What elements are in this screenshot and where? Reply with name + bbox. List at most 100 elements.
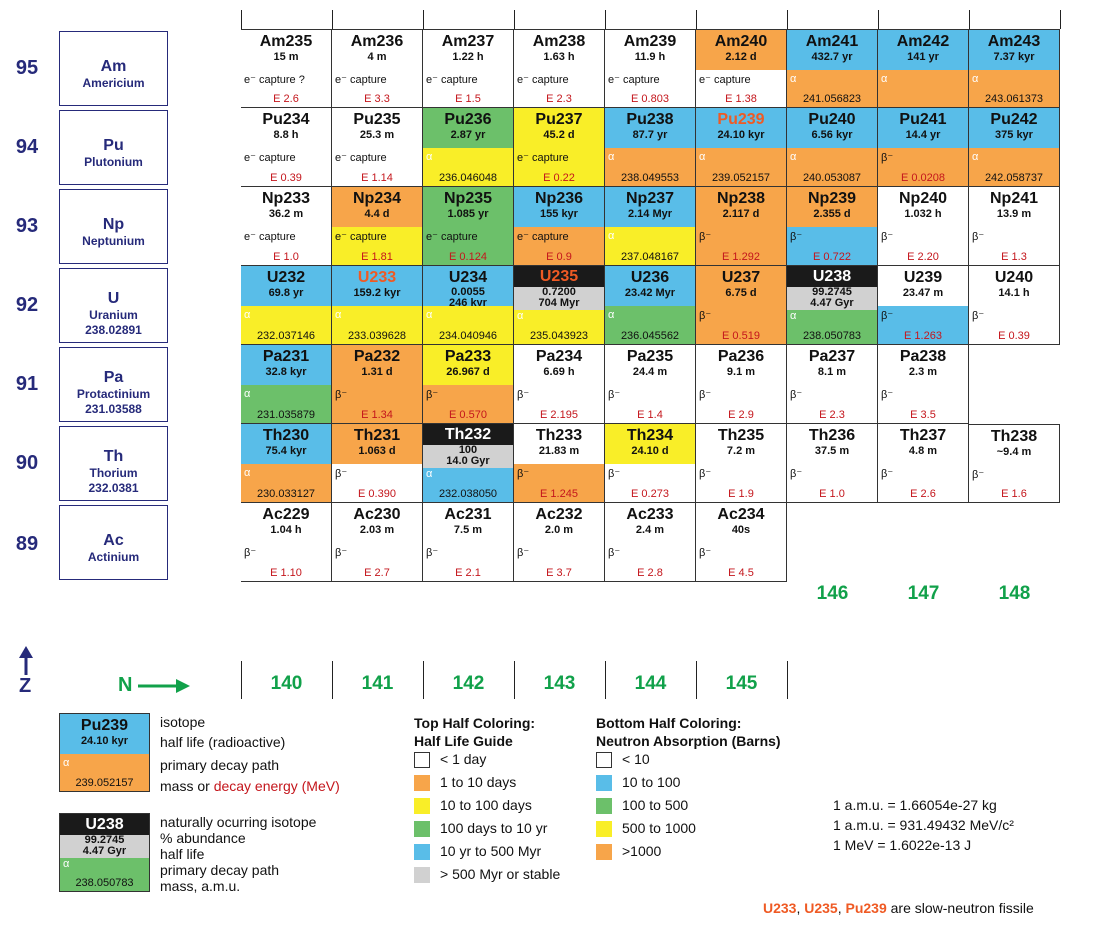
isotope-decay: β⁻ [426,389,439,401]
legend-label-mass-text: mass or [160,778,214,794]
isotope-cell-pu241[interactable]: Pu241 14.4 yr β⁻ E 0.0208 [878,108,969,187]
isotope-cell-th236[interactable]: Th236 37.5 m β⁻ E 1.0 [787,424,878,503]
isotope-cell-th237[interactable]: Th237 4.8 m β⁻ E 2.6 [878,424,969,503]
isotope-cell-ac232[interactable]: Ac232 2.0 m β⁻ E 3.7 [514,503,605,582]
isotope-mass: E 2.9 [728,409,754,421]
isotope-cell-am237[interactable]: Am237 1.22 h e⁻ capture E 1.5 [423,29,514,108]
isotope-decay: β⁻ [608,468,621,480]
isotope-cell-am238[interactable]: Am238 1.63 h e⁻ capture E 2.3 [514,29,605,108]
top-tick [878,10,879,29]
isotope-cell-np237[interactable]: Np237 2.14 Myr α 237.048167 [605,187,696,266]
isotope-cell-th234[interactable]: Th234 24.10 d β⁻ E 0.273 [605,424,696,503]
isotope-cell-am235[interactable]: Am235 15 m e⁻ capture ? E 2.6 [241,29,332,108]
isotope-cell-ac234[interactable]: Ac234 40s β⁻ E 4.5 [696,503,787,582]
isotope-cell-u237[interactable]: U237 6.75 d β⁻ E 0.519 [696,266,787,345]
n-label-147: 147 [907,583,940,604]
isotope-decay: β⁻ [244,547,257,559]
isotope-cell-am236[interactable]: Am236 4 m e⁻ capture E 3.3 [332,29,423,108]
isotope-cell-th233[interactable]: Th233 21.83 m β⁻ E 1.245 [514,424,605,503]
isotope-cell-u234[interactable]: U234 0.0055 246 kyr α 234.040946 [423,266,514,345]
isotope-cell-np238[interactable]: Np238 2.117 d β⁻ E 1.292 [696,187,787,266]
isotope-name: Th231 [353,427,401,444]
isotope-cell-u240[interactable]: U240 14.1 h β⁻ E 0.39 [969,266,1060,345]
isotope-cell-pa231[interactable]: Pa231 32.8 kyr α 231.035879 [241,345,332,424]
isotope-cell-ac233[interactable]: Ac233 2.4 m β⁻ E 2.8 [605,503,696,582]
isotope-cell-pu236[interactable]: Pu236 2.87 yr α 236.046048 [423,108,514,187]
isotope-decay: β⁻ [699,231,712,243]
element-box-th: Th Thorium 232.0381 [59,426,168,501]
isotope-mass: E 0.390 [358,488,396,500]
isotope-bottom: β⁻ E 1.6 [969,465,1059,502]
n-label-143: 143 [543,673,576,694]
isotope-name: Am236 [350,33,404,50]
isotope-cell-th232[interactable]: Th232 100 14.0 Gyr α 232.038050 [423,424,514,503]
isotope-cell-u238[interactable]: U238 99.2745 4.47 Gyr α 238.050783 [787,266,878,345]
isotope-name: Th232 [423,424,513,445]
isotope-mass: E 1.292 [722,251,760,263]
isotope-top: Np238 2.117 d [696,187,786,227]
isotope-cell-np241[interactable]: Np241 13.9 m β⁻ E 1.3 [969,187,1060,266]
isotope-cell-am240[interactable]: Am240 2.12 d e⁻ capture E 1.38 [696,29,787,108]
isotope-halflife: 4 m [367,51,387,63]
isotope-decay: β⁻ [608,389,621,401]
isotope-cell-th238[interactable]: Th238 ~9.4 m β⁻ E 1.6 [969,424,1060,503]
isotope-cell-th235[interactable]: Th235 7.2 m β⁻ E 1.9 [696,424,787,503]
isotope-halflife: 2.03 m [359,524,395,536]
isotope-name: Pa238 [899,348,947,365]
isotope-cell-ac230[interactable]: Ac230 2.03 m β⁻ E 2.7 [332,503,423,582]
isotope-cell-np240[interactable]: Np240 1.032 h β⁻ E 2.20 [878,187,969,266]
isotope-cell-pu235[interactable]: Pu235 25.3 m e⁻ capture E 1.14 [332,108,423,187]
isotope-cell-pa235[interactable]: Pa235 24.4 m β⁻ E 1.4 [605,345,696,424]
isotope-cell-np239[interactable]: Np239 2.355 d β⁻ E 0.722 [787,187,878,266]
isotope-abundance: 0.0055 [451,286,485,298]
isotope-cell-pa238[interactable]: Pa238 2.3 m β⁻ E 3.5 [878,345,969,424]
isotope-name: Np235 [443,190,493,207]
isotope-cell-ac229[interactable]: Ac229 1.04 h β⁻ E 1.10 [241,503,332,582]
isotope-mass: E 3.7 [546,567,572,579]
isotope-cell-pu240[interactable]: Pu240 6.56 kyr α 240.053087 [787,108,878,187]
isotope-cell-pu237[interactable]: Pu237 45.2 d e⁻ capture E 0.22 [514,108,605,187]
isotope-top: Pu236 2.87 yr [423,108,513,148]
isotope-mass: E 1.5 [455,93,481,105]
isotope-cell-ac231[interactable]: Ac231 7.5 m β⁻ E 2.1 [423,503,514,582]
isotope-halflife: 1.63 h [543,51,575,63]
isotope-cell-u239[interactable]: U239 23.47 m β⁻ E 1.263 [878,266,969,345]
isotope-cell-pa232[interactable]: Pa232 1.31 d β⁻ E 1.34 [332,345,423,424]
isotope-name: Ac230 [353,506,401,523]
isotope-cell-pu234[interactable]: Pu234 8.8 h e⁻ capture E 0.39 [241,108,332,187]
isotope-cell-np236[interactable]: Np236 155 kyr e⁻ capture E 0.9 [514,187,605,266]
isotope-top: Th233 21.83 m [514,424,604,464]
isotope-cell-np234[interactable]: Np234 4.4 d e⁻ capture E 1.81 [332,187,423,266]
legend-top-item: > 500 Myr or stable [440,866,561,882]
isotope-cell-np233[interactable]: Np233 36.2 m e⁻ capture E 1.0 [241,187,332,266]
isotope-cell-u232[interactable]: U232 69.8 yr α 232.037146 [241,266,332,345]
isotope-cell-pu242[interactable]: Pu242 375 kyr α 242.058737 [969,108,1060,187]
legend-top-swatch [414,867,430,883]
isotope-mass: E 2.6 [273,93,299,105]
isotope-cell-pa236[interactable]: Pa236 9.1 m β⁻ E 2.9 [696,345,787,424]
isotope-cell-am241[interactable]: Am241 432.7 yr α 241.056823 [787,29,878,108]
isotope-cell-am243[interactable]: Am243 7.37 kyr α 243.061373 [969,29,1060,108]
isotope-halflife: 45.2 d [543,129,575,141]
isotope-cell-u233[interactable]: U233 159.2 kyr α 233.039628 [332,266,423,345]
isotope-cell-am239[interactable]: Am239 11.9 h e⁻ capture E 0.803 [605,29,696,108]
fissile-note: U233, U235, Pu239 are slow-neutron fissi… [763,900,1034,916]
legend-sample-natural-isotope: U238 99.2745 4.47 Gyr α 238.050783 [59,813,150,892]
n-label-146: 146 [816,583,849,604]
isotope-cell-pu238[interactable]: Pu238 87.7 yr α 238.049553 [605,108,696,187]
isotope-cell-np235[interactable]: Np235 1.085 yr e⁻ capture E 0.124 [423,187,514,266]
isotope-cell-pu239[interactable]: Pu239 24.10 kyr α 239.052157 [696,108,787,187]
element-name: Thorium [89,466,138,480]
isotope-cell-u236[interactable]: U236 23.42 Myr α 236.045562 [605,266,696,345]
isotope-cell-th231[interactable]: Th231 1.063 d β⁻ E 0.390 [332,424,423,503]
isotope-cell-am242[interactable]: Am242 141 yr α [878,29,969,108]
isotope-cell-th230[interactable]: Th230 75.4 kyr α 230.033127 [241,424,332,503]
isotope-decay: α [517,310,524,322]
isotope-decay: β⁻ [608,547,621,559]
isotope-cell-pa237[interactable]: Pa237 8.1 m β⁻ E 2.3 [787,345,878,424]
isotope-decay: α [608,230,615,242]
isotope-cell-u235[interactable]: U235 0.7200 704 Myr α 235.043923 [514,266,605,345]
legend-top-swatch [414,821,430,837]
isotope-cell-pa234[interactable]: Pa234 6.69 h β⁻ E 2.195 [514,345,605,424]
isotope-cell-pa233[interactable]: Pa233 26.967 d β⁻ E 0.570 [423,345,514,424]
